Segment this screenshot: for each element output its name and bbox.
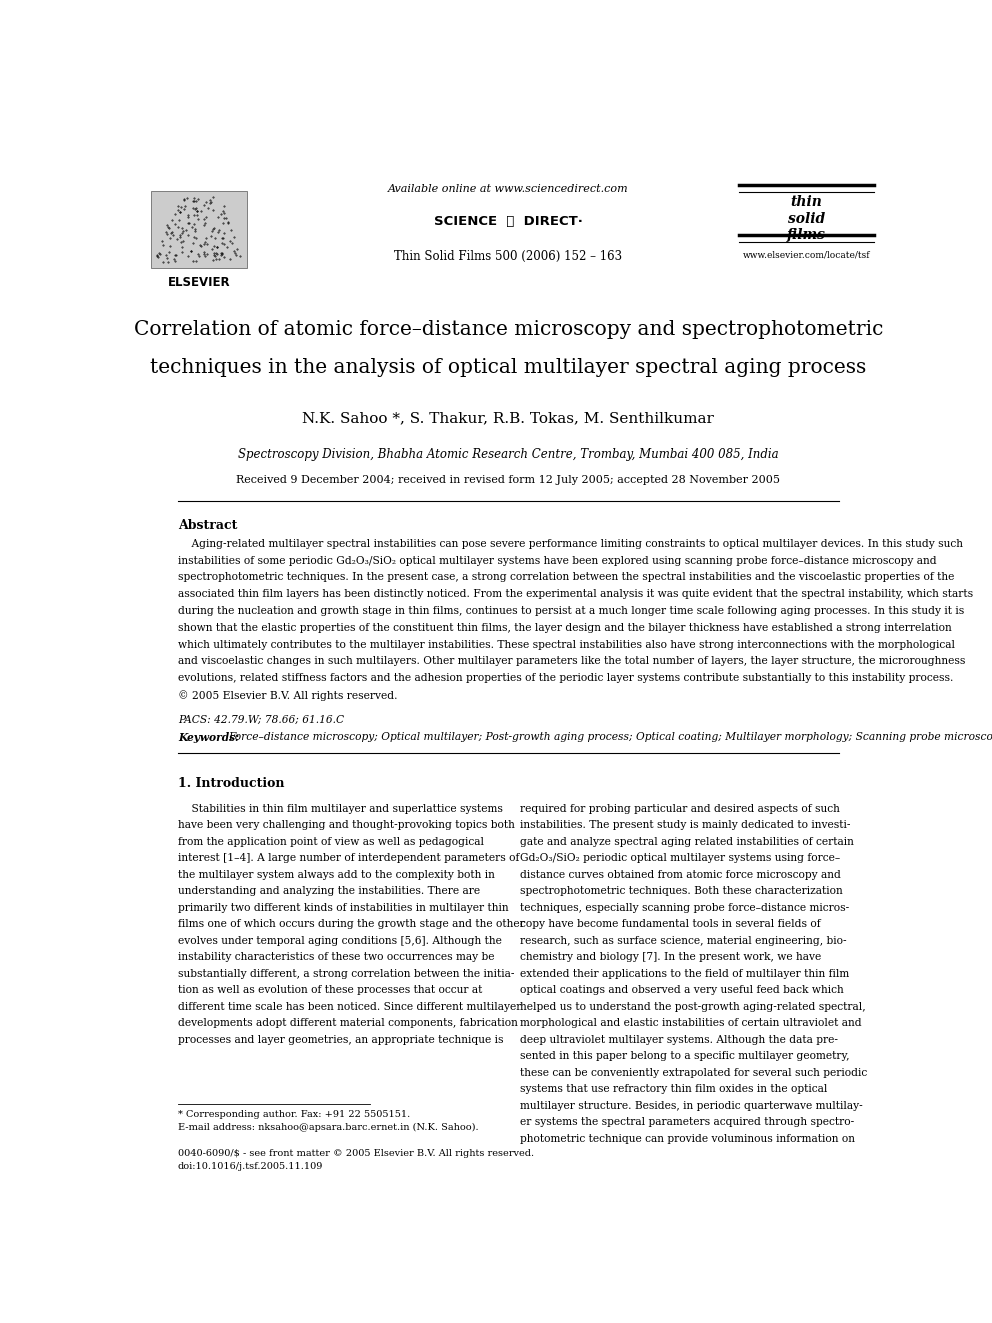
Text: understanding and analyzing the instabilities. There are: understanding and analyzing the instabil…	[178, 886, 480, 896]
Text: sented in this paper belong to a specific multilayer geometry,: sented in this paper belong to a specifi…	[520, 1052, 849, 1061]
Text: shown that the elastic properties of the constituent thin films, the layer desig: shown that the elastic properties of the…	[178, 623, 951, 632]
Text: Keywords:: Keywords:	[178, 733, 243, 744]
Text: optical coatings and observed a very useful feed back which: optical coatings and observed a very use…	[520, 986, 843, 995]
Text: Available online at www.sciencedirect.com: Available online at www.sciencedirect.co…	[388, 184, 629, 194]
Text: gate and analyze spectral aging related instabilities of certain: gate and analyze spectral aging related …	[520, 836, 854, 847]
Text: techniques, especially scanning probe force–distance micros-: techniques, especially scanning probe fo…	[520, 902, 849, 913]
Text: N.K. Sahoo *, S. Thakur, R.B. Tokas, M. Senthilkumar: N.K. Sahoo *, S. Thakur, R.B. Tokas, M. …	[303, 411, 714, 426]
Text: Correlation of atomic force–distance microscopy and spectrophotometric: Correlation of atomic force–distance mic…	[134, 320, 883, 339]
FancyBboxPatch shape	[151, 192, 247, 267]
Text: tion as well as evolution of these processes that occur at: tion as well as evolution of these proce…	[178, 986, 482, 995]
Text: Aging-related multilayer spectral instabilities can pose severe performance limi: Aging-related multilayer spectral instab…	[178, 538, 963, 549]
Text: from the application point of view as well as pedagogical: from the application point of view as we…	[178, 836, 484, 847]
Text: SCIENCE  ⓓ  DIRECT·: SCIENCE ⓓ DIRECT·	[434, 214, 583, 228]
Text: 1. Introduction: 1. Introduction	[178, 777, 285, 790]
Text: er systems the spectral parameters acquired through spectro-: er systems the spectral parameters acqui…	[520, 1117, 854, 1127]
Text: extended their applications to the field of multilayer thin film: extended their applications to the field…	[520, 968, 849, 979]
Text: Abstract: Abstract	[178, 520, 237, 532]
Text: spectrophotometric techniques. In the present case, a strong correlation between: spectrophotometric techniques. In the pr…	[178, 573, 954, 582]
Text: techniques in the analysis of optical multilayer spectral aging process: techniques in the analysis of optical mu…	[150, 359, 867, 377]
Text: 0040-6090/$ - see front matter © 2005 Elsevier B.V. All rights reserved.: 0040-6090/$ - see front matter © 2005 El…	[178, 1148, 534, 1158]
Text: morphological and elastic instabilities of certain ultraviolet and: morphological and elastic instabilities …	[520, 1019, 862, 1028]
Text: Spectroscopy Division, Bhabha Atomic Research Centre, Trombay, Mumbai 400 085, I: Spectroscopy Division, Bhabha Atomic Res…	[238, 448, 779, 462]
Text: PACS: 42.79.W; 78.66; 61.16.C: PACS: 42.79.W; 78.66; 61.16.C	[178, 714, 344, 725]
Text: during the nucleation and growth stage in thin films, continues to persist at a : during the nucleation and growth stage i…	[178, 606, 964, 617]
Text: associated thin film layers has been distinctly noticed. From the experimental a: associated thin film layers has been dis…	[178, 589, 973, 599]
Text: Stabilities in thin film multilayer and superlattice systems: Stabilities in thin film multilayer and …	[178, 803, 503, 814]
Text: Force–distance microscopy; Optical multilayer; Post-growth aging process; Optica: Force–distance microscopy; Optical multi…	[228, 733, 992, 742]
Text: films: films	[787, 228, 825, 242]
Text: spectrophotometric techniques. Both these characterization: spectrophotometric techniques. Both thes…	[520, 886, 842, 896]
Text: and viscoelastic changes in such multilayers. Other multilayer parameters like t: and viscoelastic changes in such multila…	[178, 656, 965, 667]
Text: systems that use refractory thin film oxides in the optical: systems that use refractory thin film ox…	[520, 1084, 827, 1094]
Text: instabilities. The present study is mainly dedicated to investi-: instabilities. The present study is main…	[520, 820, 850, 830]
Text: these can be conveniently extrapolated for several such periodic: these can be conveniently extrapolated f…	[520, 1068, 867, 1078]
Text: solid: solid	[788, 212, 825, 226]
Text: Thin Solid Films 500 (2006) 152 – 163: Thin Solid Films 500 (2006) 152 – 163	[395, 250, 622, 263]
Text: * Corresponding author. Fax: +91 22 5505151.: * Corresponding author. Fax: +91 22 5505…	[178, 1110, 410, 1119]
Text: have been very challenging and thought-provoking topics both: have been very challenging and thought-p…	[178, 820, 515, 830]
Text: different time scale has been noticed. Since different multilayer: different time scale has been noticed. S…	[178, 1002, 521, 1012]
Text: which ultimately contributes to the multilayer instabilities. These spectral ins: which ultimately contributes to the mult…	[178, 639, 955, 650]
Text: ELSEVIER: ELSEVIER	[168, 277, 230, 288]
Text: copy have become fundamental tools in several fields of: copy have become fundamental tools in se…	[520, 919, 820, 929]
Text: required for probing particular and desired aspects of such: required for probing particular and desi…	[520, 803, 840, 814]
Text: evolutions, related stiffness factors and the adhesion properties of the periodi: evolutions, related stiffness factors an…	[178, 673, 953, 683]
Text: multilayer structure. Besides, in periodic quarterwave multilay-: multilayer structure. Besides, in period…	[520, 1101, 863, 1111]
Text: developments adopt different material components, fabrication: developments adopt different material co…	[178, 1019, 518, 1028]
Text: distance curves obtained from atomic force microscopy and: distance curves obtained from atomic for…	[520, 869, 841, 880]
Text: deep ultraviolet multilayer systems. Although the data pre-: deep ultraviolet multilayer systems. Alt…	[520, 1035, 838, 1045]
Text: doi:10.1016/j.tsf.2005.11.109: doi:10.1016/j.tsf.2005.11.109	[178, 1162, 323, 1171]
Text: substantially different, a strong correlation between the initia-: substantially different, a strong correl…	[178, 968, 514, 979]
Text: films one of which occurs during the growth stage and the other: films one of which occurs during the gro…	[178, 919, 525, 929]
Text: photometric technique can provide voluminous information on: photometric technique can provide volumi…	[520, 1134, 855, 1143]
Text: primarily two different kinds of instabilities in multilayer thin: primarily two different kinds of instabi…	[178, 902, 509, 913]
Text: processes and layer geometries, an appropriate technique is: processes and layer geometries, an appro…	[178, 1035, 503, 1045]
Text: www.elsevier.com/locate/tsf: www.elsevier.com/locate/tsf	[743, 250, 870, 259]
Text: instability characteristics of these two occurrences may be: instability characteristics of these two…	[178, 953, 494, 962]
Text: instabilities of some periodic Gd₂O₃/SiO₂ optical multilayer systems have been e: instabilities of some periodic Gd₂O₃/SiO…	[178, 556, 936, 565]
Text: chemistry and biology [7]. In the present work, we have: chemistry and biology [7]. In the presen…	[520, 953, 821, 962]
Text: © 2005 Elsevier B.V. All rights reserved.: © 2005 Elsevier B.V. All rights reserved…	[178, 691, 398, 701]
Text: E-mail address: nksahoo@apsara.barc.ernet.in (N.K. Sahoo).: E-mail address: nksahoo@apsara.barc.erne…	[178, 1122, 478, 1131]
Text: interest [1–4]. A large number of interdependent parameters of: interest [1–4]. A large number of interd…	[178, 853, 519, 863]
Text: Received 9 December 2004; received in revised form 12 July 2005; accepted 28 Nov: Received 9 December 2004; received in re…	[236, 475, 781, 484]
Text: thin: thin	[791, 196, 822, 209]
Text: research, such as surface science, material engineering, bio-: research, such as surface science, mater…	[520, 935, 846, 946]
Text: evolves under temporal aging conditions [5,6]. Although the: evolves under temporal aging conditions …	[178, 935, 502, 946]
Text: helped us to understand the post-growth aging-related spectral,: helped us to understand the post-growth …	[520, 1002, 866, 1012]
Text: the multilayer system always add to the complexity both in: the multilayer system always add to the …	[178, 869, 495, 880]
Text: Gd₂O₃/SiO₂ periodic optical multilayer systems using force–: Gd₂O₃/SiO₂ periodic optical multilayer s…	[520, 853, 840, 863]
